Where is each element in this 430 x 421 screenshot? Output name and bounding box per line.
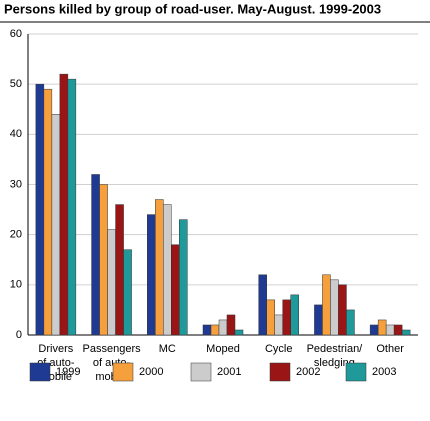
bar [226, 314, 236, 336]
bar [163, 204, 172, 336]
bar [274, 314, 283, 336]
y-tick-label: 30 [10, 178, 22, 190]
bar [346, 309, 355, 336]
y-tick-label: 0 [16, 329, 22, 341]
bar [91, 174, 100, 336]
bar [234, 329, 244, 336]
legend-swatch [112, 362, 134, 382]
y-tick-label: 50 [10, 78, 22, 90]
bar [258, 274, 267, 336]
chart-title: Persons killed by group of road-user. Ma… [4, 1, 381, 16]
bar [35, 83, 45, 336]
bar [330, 279, 339, 336]
bar [115, 204, 124, 336]
bar [171, 244, 180, 336]
x-tick-label: Moped [206, 343, 240, 355]
bar [107, 229, 116, 336]
x-tick-label: Cycle [265, 343, 293, 355]
bar [51, 114, 61, 336]
legend-swatch [190, 362, 212, 382]
legend-label: 2000 [139, 366, 163, 378]
x-tick-label: Other [376, 343, 404, 355]
bar [369, 324, 379, 336]
x-tick-label: sledging [314, 357, 355, 369]
bar [218, 319, 228, 336]
bar [290, 294, 299, 336]
bar [59, 73, 69, 336]
bar [155, 199, 164, 336]
bar [266, 299, 275, 336]
bar [338, 284, 347, 336]
bar [43, 88, 53, 336]
bar [99, 184, 108, 336]
bar [322, 274, 331, 336]
x-tick-label: MC [159, 343, 176, 355]
y-tick-label: 60 [10, 28, 22, 40]
legend-label: 2002 [296, 366, 320, 378]
x-tick-label: Passengers [83, 343, 142, 355]
x-tick-label: Drivers [38, 343, 73, 355]
legend-label: 1999 [56, 366, 80, 378]
bar [314, 304, 323, 336]
legend-label: 2001 [217, 366, 241, 378]
legend-swatch [269, 362, 291, 382]
bar [282, 299, 291, 336]
bar [202, 324, 212, 336]
y-tick-label: 20 [10, 229, 22, 241]
legend-swatch [29, 362, 51, 382]
y-tick-label: 10 [10, 279, 22, 291]
bar [210, 324, 220, 336]
bar [147, 214, 156, 336]
bar [123, 249, 132, 336]
legend-label: 2003 [372, 366, 396, 378]
bar [401, 329, 411, 336]
bar [67, 78, 77, 336]
bar [385, 324, 395, 336]
legend-swatch [345, 362, 367, 382]
y-tick-label: 40 [10, 128, 22, 140]
bar [377, 319, 387, 336]
x-tick-label: Pedestrian/ [307, 343, 364, 355]
bar [179, 219, 188, 336]
bar [393, 324, 403, 336]
